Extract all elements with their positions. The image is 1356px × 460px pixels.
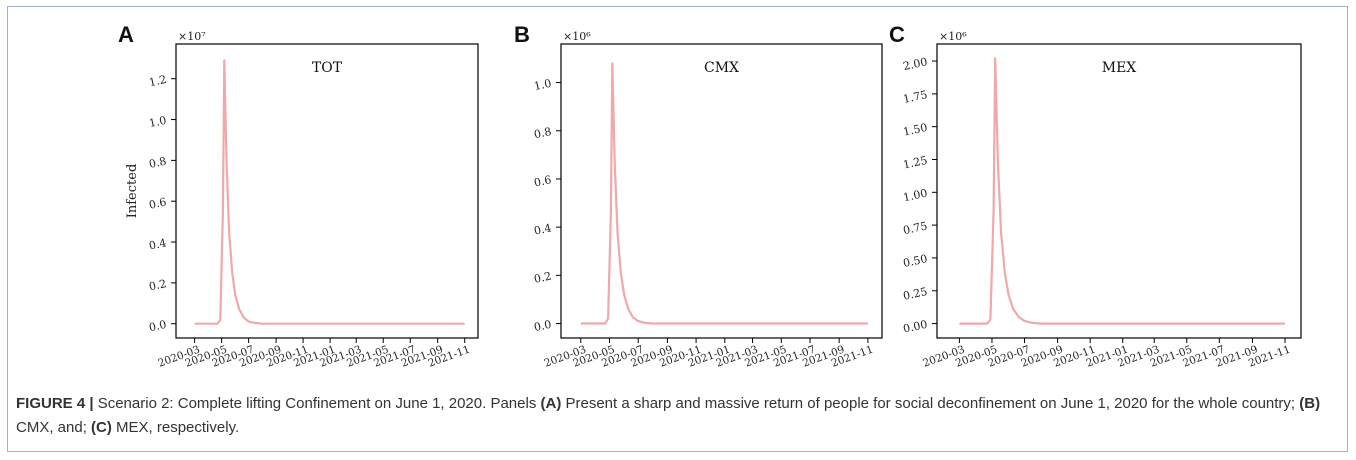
y-tick-label: 2.00	[902, 55, 929, 73]
y-multiplier: ×10⁶	[563, 30, 591, 43]
y-tick-label: 0.00	[902, 318, 929, 336]
y-tick-label: 1.0	[533, 77, 553, 93]
y-tick-label: 1.00	[902, 187, 929, 205]
y-tick-label: 0.4	[148, 236, 168, 252]
panel-label: B	[514, 22, 530, 47]
y-tick-label: 0.50	[902, 252, 929, 270]
y-tick-label: 1.50	[902, 121, 929, 139]
caption-text-2: Present a sharp and massive return of pe…	[561, 395, 1300, 412]
y-tick-label: 0.0	[148, 318, 168, 334]
chart-title: TOT	[312, 60, 343, 76]
y-tick-label: 1.75	[902, 88, 929, 106]
y-multiplier: ×10⁶	[939, 30, 967, 43]
y-tick-label: 1.2	[148, 73, 168, 89]
y-tick-label: 0.0	[533, 318, 553, 334]
caption-figure-label: FIGURE 4 |	[16, 395, 94, 412]
chart-title: MEX	[1102, 60, 1137, 76]
caption-panel-a: (A)	[540, 395, 562, 412]
y-tick-label: 1.0	[148, 114, 168, 130]
y-tick-label: 0.6	[533, 173, 553, 189]
caption-panel-b: (B)	[1299, 395, 1321, 412]
infected-series-line	[194, 59, 465, 325]
y-tick-label: 0.25	[902, 285, 929, 303]
caption-text-1: Scenario 2: Complete lifting Confinement…	[93, 395, 541, 412]
panel-label: C	[889, 22, 905, 47]
figure-charts: A ×10⁷TOT0.00.20.40.60.81.01.2Infected202…	[118, 22, 1302, 370]
plot-frame	[560, 43, 883, 339]
y-tick-label: 0.75	[902, 219, 929, 237]
infected-series-line	[959, 57, 1285, 325]
y-tick-label: 0.2	[148, 277, 168, 293]
plot-frame	[936, 43, 1302, 339]
caption-text-3: CMX, and;	[16, 419, 92, 436]
figure-caption: FIGURE 4 | Scenario 2: Complete lifting …	[16, 392, 1326, 440]
figure-frame	[7, 6, 1348, 452]
infected-series-line	[580, 62, 868, 325]
y-tick-label: 0.6	[148, 195, 168, 211]
y-tick-label: 0.8	[533, 125, 553, 141]
chart-title: CMX	[704, 60, 739, 76]
panel-label: A	[118, 22, 134, 47]
y-multiplier: ×10⁷	[178, 30, 206, 43]
y-axis-label: Infected	[125, 164, 140, 219]
plot-frame	[175, 43, 479, 339]
y-tick-label: 1.25	[902, 154, 929, 172]
caption-panel-c: (C)	[91, 419, 112, 436]
y-tick-label: 0.8	[148, 155, 168, 171]
y-tick-label: 0.4	[533, 221, 553, 237]
caption-text-4: MEX, respectively.	[111, 419, 240, 436]
y-tick-label: 0.2	[533, 270, 553, 286]
